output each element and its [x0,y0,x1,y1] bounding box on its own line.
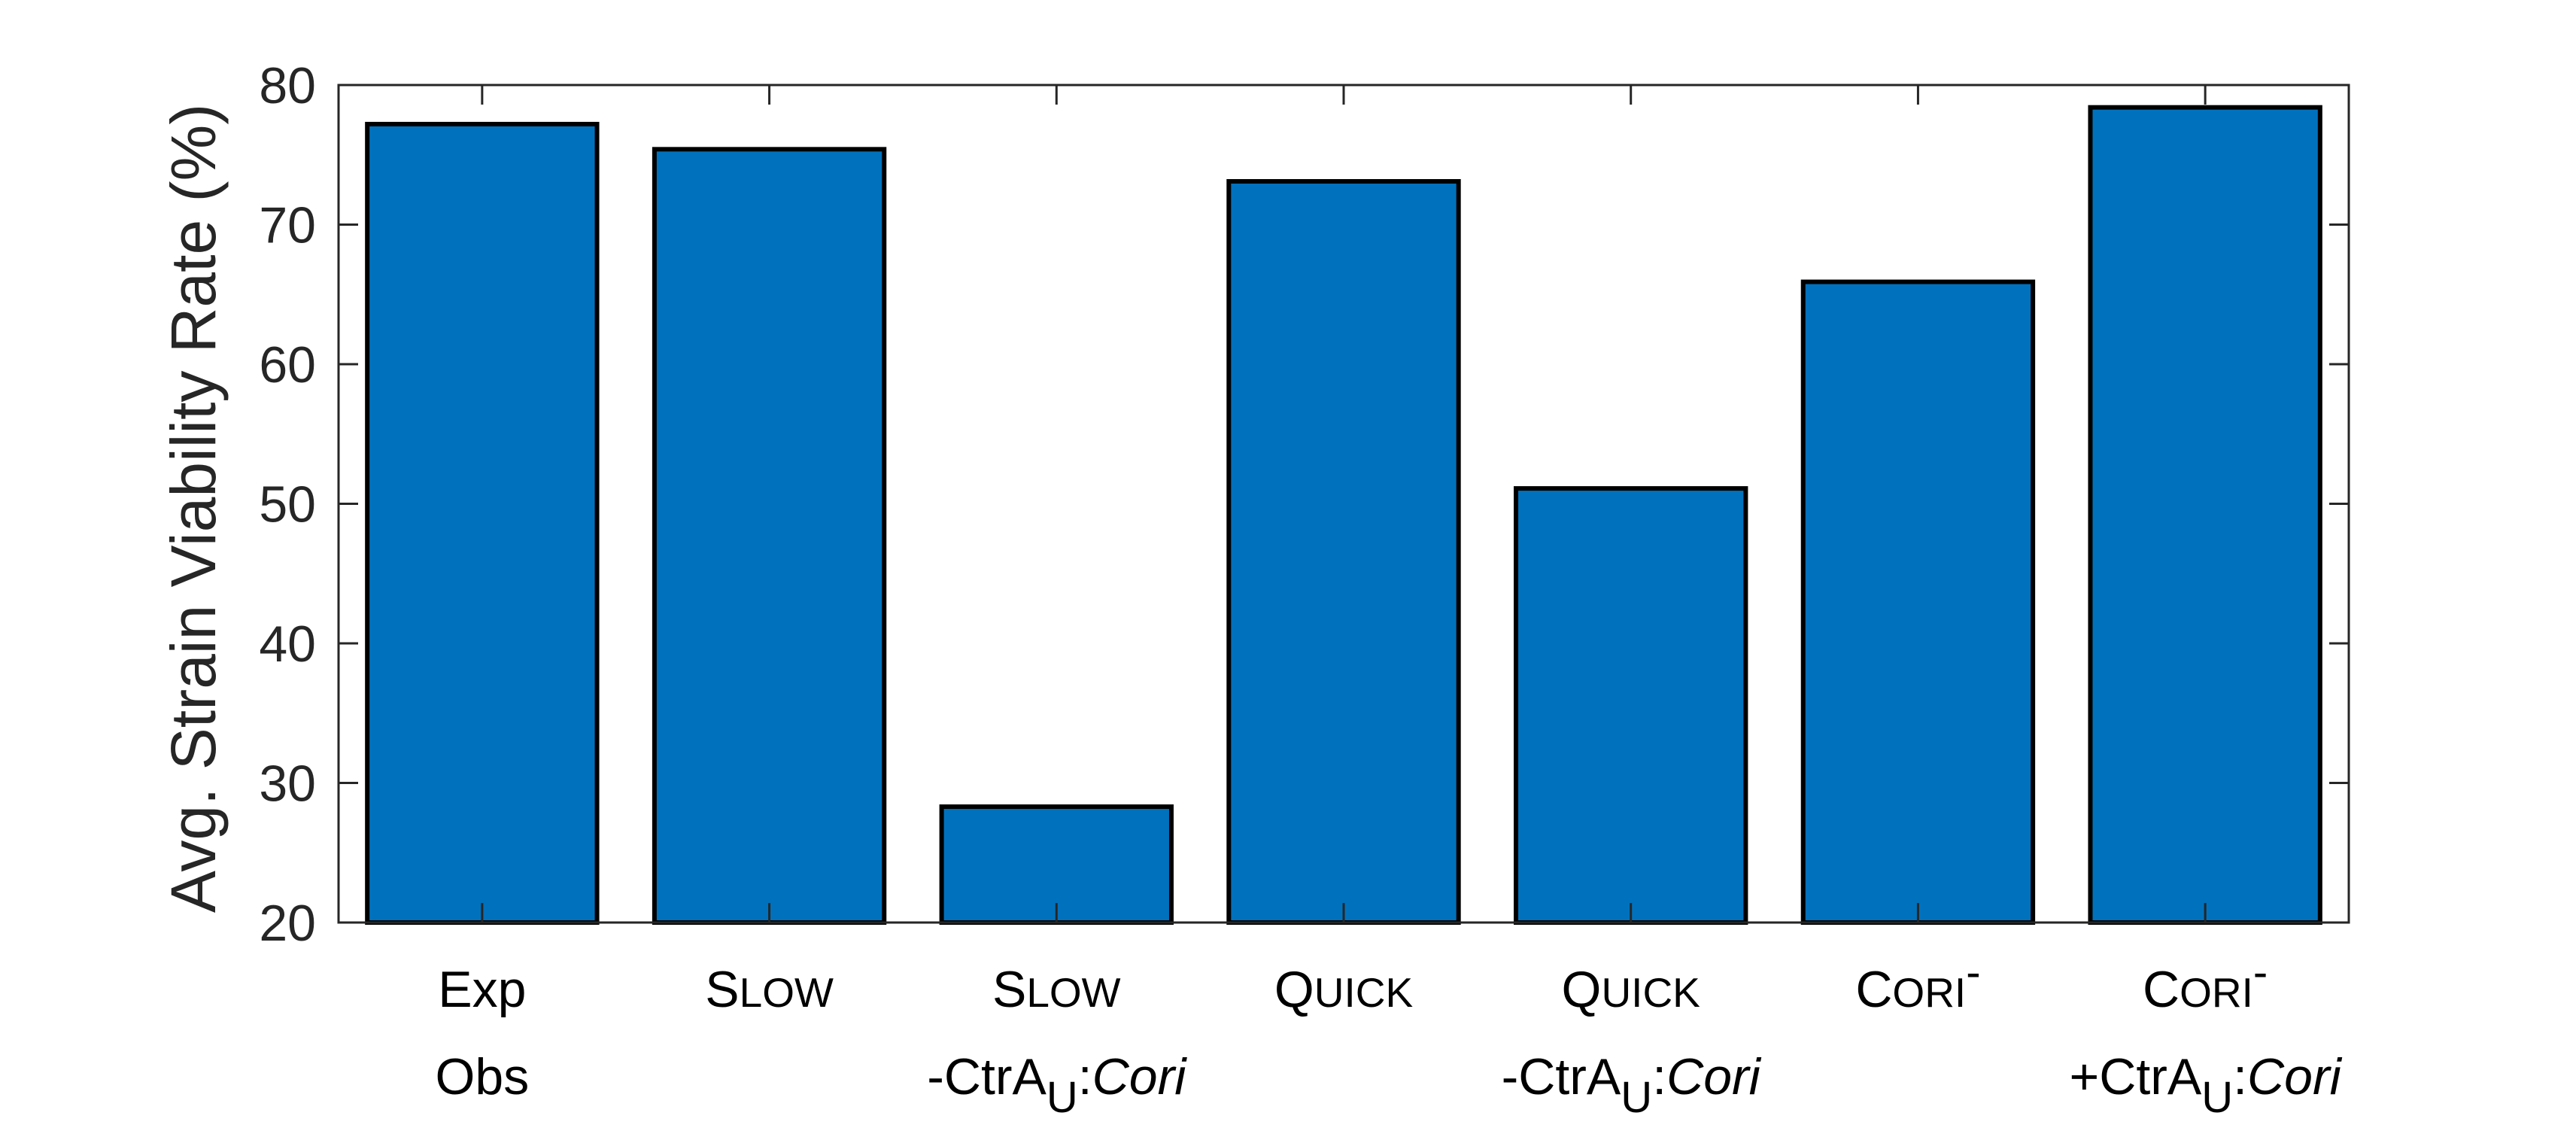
y-tick-label: 30 [259,755,316,813]
y-tick-label: 60 [259,336,316,394]
bar-2 [652,147,887,926]
bar-4 [1226,178,1461,925]
x-category-label-2: SLOW [705,961,834,1018]
x-category-label-1: Obs [435,1048,529,1105]
x-category-label-7: +CtrAU:Cori [2070,1048,2343,1122]
x-category-label-5: QUICK [1562,961,1701,1018]
y-tick-label: 80 [259,57,316,114]
bar-7 [2088,105,2322,925]
x-category-label-3: -CtrAU:Cori [927,1048,1187,1122]
labels-layer: 20 30 40 50 60 70 80 Exp Obs SLOW SLOW -CtrAU:Cori Q… [158,57,2343,1122]
x-category-label-4: QUICK [1274,961,1414,1018]
bars-layer [365,105,2322,926]
y-axis-label: Avg. Strain Viability Rate (%) [158,104,229,913]
y-tick-label: 50 [259,476,316,534]
axes-layer [337,84,2350,924]
y-tick-label: 40 [259,616,316,673]
x-category-label-7: CORI- [2143,948,2268,1018]
x-category-label-3: SLOW [992,961,1121,1018]
y-tick-label: 70 [259,197,316,254]
x-category-label-5: -CtrAU:Cori [1502,1048,1762,1122]
bar-1 [365,121,600,926]
bar-6 [1800,279,2036,925]
bar-5 [1514,486,1748,925]
y-tick-label: 20 [259,895,316,952]
x-category-label-1: Exp [438,961,526,1018]
x-category-label-6: CORI- [1855,948,1980,1018]
